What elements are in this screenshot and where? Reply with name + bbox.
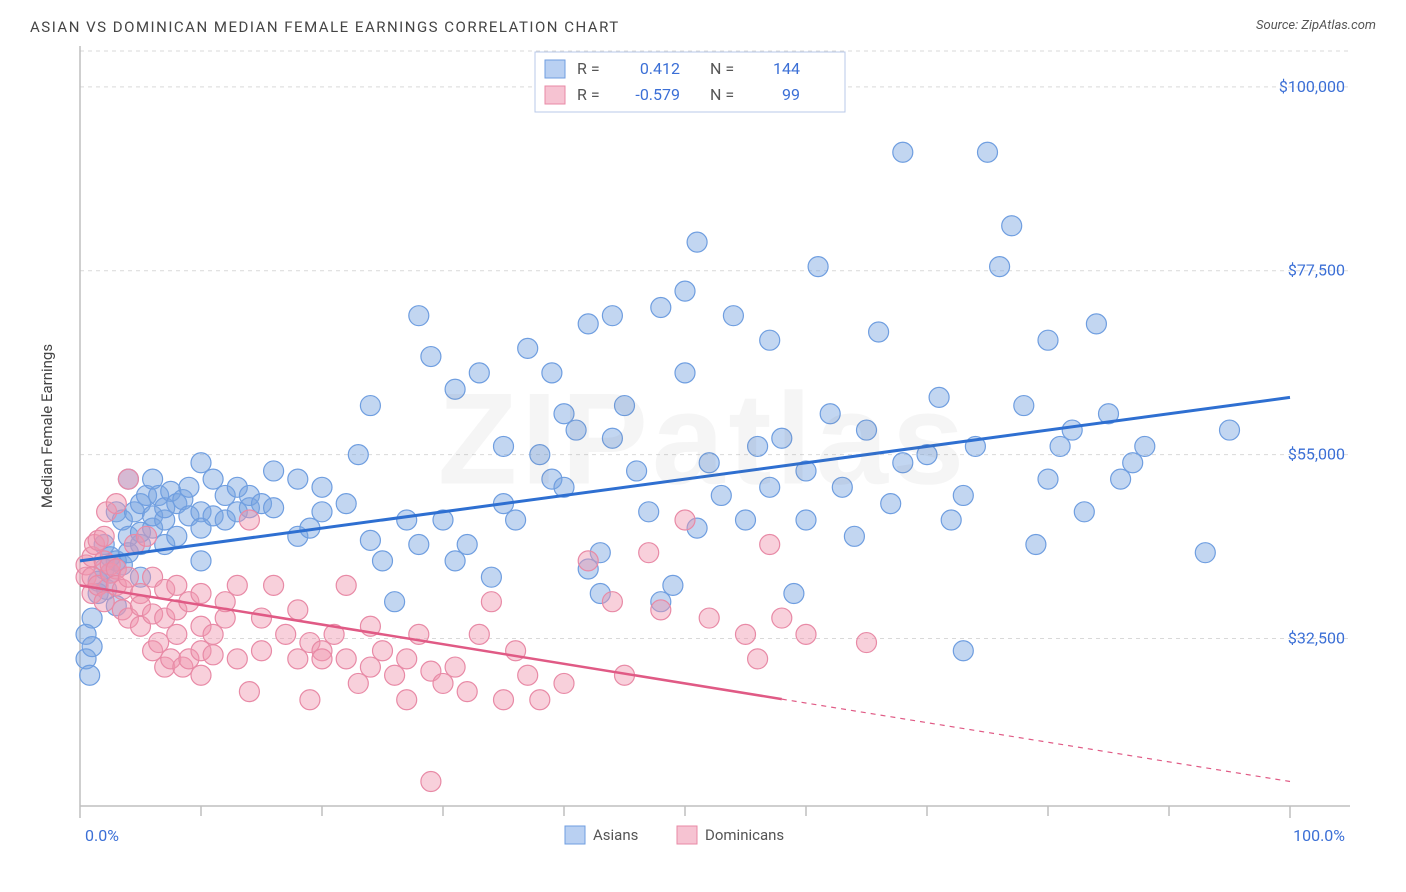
correlation-scatter-chart: 0.0% 100.0% $32,500 $55,000 $77,500 $100,000 M… (30, 36, 1376, 856)
y-tick-label: $77,500 (1288, 261, 1345, 280)
chart-title: ASIAN VS DOMINICAN MEDIAN FEMALE EARNING… (30, 18, 620, 36)
trendline-solid (80, 585, 782, 699)
legend-n-value: 144 (773, 59, 800, 78)
y-tick-label: $100,000 (1279, 77, 1345, 96)
source-label: Source: ZipAtlas.com (1256, 18, 1376, 33)
x-max-label: 100.0% (1293, 826, 1345, 845)
trendline (80, 397, 1290, 560)
chart-container: ZIPatlas 0.0%100.0%$32,500$55,000$77,500… (30, 36, 1376, 856)
legend-swatch (545, 86, 565, 104)
legend-bottom-swatch (565, 826, 585, 844)
legend-r-label: R = (577, 85, 600, 104)
legend-n-label: N = (710, 59, 734, 78)
y-tick-label: $55,000 (1288, 445, 1345, 464)
legend-n-label: N = (710, 85, 734, 104)
legend-r-value: -0.579 (635, 85, 680, 104)
y-tick-label: $32,500 (1288, 628, 1345, 647)
legend-bottom-label: Dominicans (705, 826, 784, 844)
y-axis-label: Median Female Earnings (38, 344, 56, 508)
x-min-label: 0.0% (85, 826, 119, 845)
legend-bottom-swatch (677, 826, 697, 844)
legend-bottom-label: Asians (593, 826, 638, 844)
legend-swatch (545, 60, 565, 78)
legend-n-value: 99 (782, 85, 800, 104)
legend-r-label: R = (577, 59, 600, 78)
legend-r-value: 0.412 (640, 59, 680, 78)
trendline-dashed (782, 699, 1290, 781)
